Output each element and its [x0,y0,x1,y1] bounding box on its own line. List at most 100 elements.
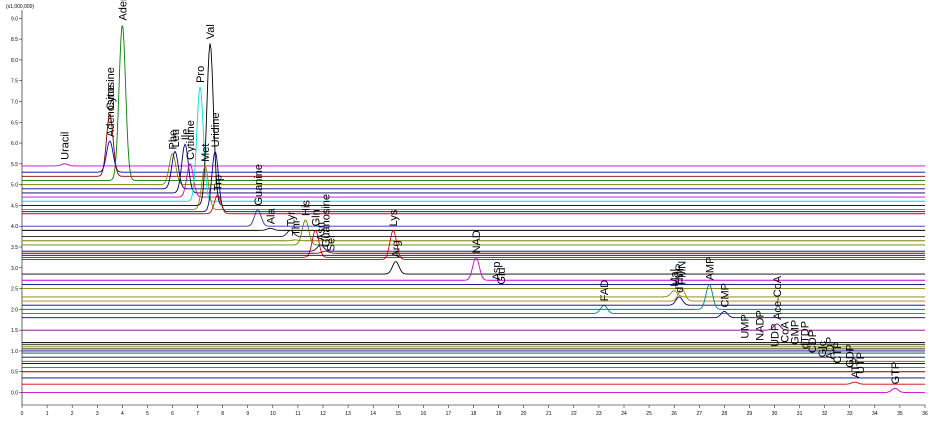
peak-label: NAD [471,230,483,253]
trace [22,256,925,281]
trace [22,387,925,393]
x-tick-label: 21 [546,411,552,417]
peak-label: Glu [496,267,508,284]
peak-label: Phe [168,130,180,150]
x-tick-label: 27 [696,411,702,417]
x-tick-label: 9 [246,411,249,417]
y-tick-label: 2.0 [11,307,18,313]
x-tick-label: 18 [471,411,477,417]
x-tick-label: 8 [221,411,224,417]
peak-label: Adenine [117,0,129,21]
x-tick-label: 15 [395,411,401,417]
y-tick-label: 7.5 [11,79,18,85]
trace [22,140,925,173]
x-tick-label: 2 [71,411,74,417]
x-tick-label: 19 [496,411,502,417]
peak-label: His [300,200,312,216]
peak-label: dTDP [800,321,812,349]
peak-label: Tyr [285,211,297,227]
peak-label: Val [205,24,217,39]
trace [22,25,925,181]
trace [22,230,925,258]
peak-label: CoA [780,321,792,343]
trace [22,219,925,246]
y-tick-label: 6.0 [11,141,18,147]
x-tick-label: 16 [421,411,427,417]
peak-label: Asp [491,261,503,280]
peak-label: Ace-CoA [772,275,784,320]
x-tick-label: 17 [446,411,452,417]
y-tick-label: 5.5 [11,162,18,168]
x-tick-label: 30 [772,411,778,417]
x-tick-label: 28 [722,411,728,417]
x-tick-label: 14 [370,411,376,417]
peak-label: UTP [855,352,867,374]
trace [22,311,925,319]
peak-label: Mal [669,269,681,287]
y-tick-label: 4.5 [11,203,18,209]
y-tick-label: 0.0 [11,391,18,397]
trace [22,112,925,177]
peak-label: CDP [807,330,819,353]
x-tick-label: 13 [345,411,351,417]
x-tick-label: 34 [872,411,878,417]
peak-label: Guanine [253,164,265,206]
trace [22,227,925,231]
peak-label: Uracil [60,132,72,160]
peak-label: AMP [704,257,716,281]
y-tick-label: 4.0 [11,224,18,230]
peak-label: Guanosine [321,194,333,247]
peak-label: FMN [677,261,689,285]
y-tick-label: 8.5 [11,37,18,43]
peak-label: FAD [599,280,611,301]
x-tick-label: 3 [96,411,99,417]
peak-label: Cytosine [105,67,117,110]
x-tick-label: 22 [571,411,577,417]
peak-label: Ser [326,234,338,251]
trace [22,164,925,211]
peak-label: UDP [770,324,782,347]
peak-label: UMP [739,314,751,338]
x-tick-label: 20 [521,411,527,417]
trace [22,381,925,385]
peak-label: Met [200,144,212,162]
trace [22,43,925,206]
x-tick-label: 12 [320,411,326,417]
y-tick-label: 6.5 [11,120,18,126]
trace [22,304,925,314]
y-tick-label: 7.0 [11,99,18,105]
peak-label: GMP [790,320,802,345]
trace [22,150,925,213]
peak-label: Uridine [210,113,222,148]
peak-label: NADP [754,310,766,341]
peak-label: Cytidine [185,120,197,160]
peak-label: ADP [825,337,837,360]
x-tick-label: 0 [21,411,24,417]
trace [22,209,925,227]
peak-label: Asn [315,222,327,241]
trace [22,296,925,306]
y-tick-label: 1.0 [11,349,18,355]
peak-label: ATP [850,358,862,379]
trace [22,288,925,302]
trace [22,323,925,331]
x-tick-label: 33 [847,411,853,417]
x-tick-label: 26 [671,411,677,417]
peak-label: dTMP [674,264,686,293]
peak-label: Lys [388,209,400,226]
peak-label: GDP [845,344,857,368]
x-tick-label: 5 [146,411,149,417]
y-tick-label: 3.5 [11,245,18,251]
peak-label: Thr [290,219,302,236]
x-tick-label: 4 [121,411,124,417]
x-tick-label: 24 [621,411,627,417]
peak-label: Arg [391,240,403,257]
trace [22,86,925,202]
peak-label: Leu [170,129,182,147]
trace [22,290,925,298]
trace [22,153,925,186]
peak-label: Pro [195,66,207,83]
trace [22,229,925,260]
y-tick-label: 5.0 [11,183,18,189]
